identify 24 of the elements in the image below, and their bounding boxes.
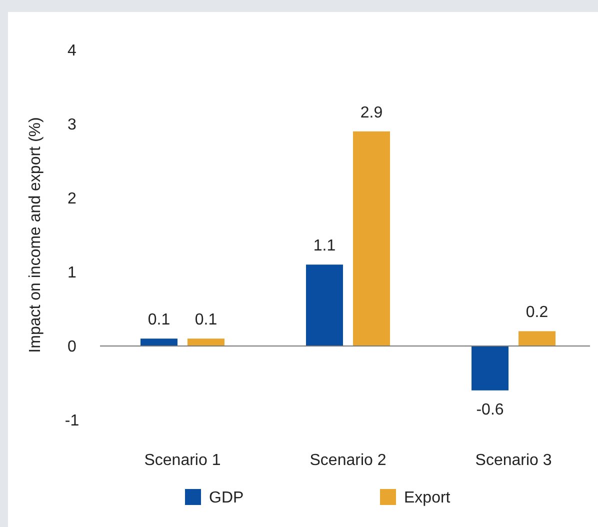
data-label: 1.1 [313,238,336,255]
data-label: -0.6 [476,401,504,418]
y-tick-label: 3 [68,116,77,134]
data-label: 0.1 [194,312,218,329]
y-tick-label: 1 [68,264,77,282]
bar [353,131,390,346]
data-label: 2.9 [360,104,383,122]
y-axis-title: Impact on income and export (%) [27,117,44,353]
legend-label: GDP [209,490,244,507]
y-tick-label: -1 [64,412,80,430]
y-tick-label: 0 [68,338,77,356]
bar [306,264,343,346]
y-tick-label: 2 [68,190,77,208]
bar [518,331,556,346]
x-tick-label: Scenario 1 [144,452,221,469]
data-label: 0.2 [526,304,548,322]
bar [140,338,178,346]
bar [187,338,224,346]
y-tick-label: 4 [68,42,77,60]
x-tick-label: Scenario 2 [310,452,386,469]
bar [472,346,509,390]
legend-label: Export [404,490,451,507]
x-tick-label: Scenario 3 [475,452,552,469]
data-label: 0.1 [148,312,170,329]
